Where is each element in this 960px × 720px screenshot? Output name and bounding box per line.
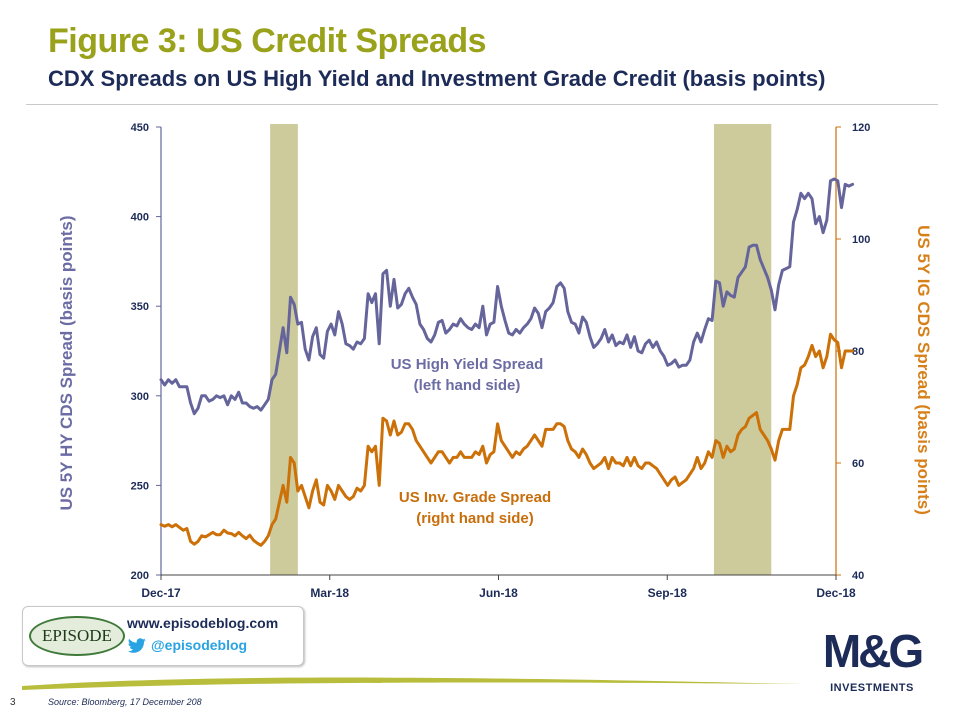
shaded-period-1 xyxy=(270,124,298,575)
ig-annotation-line2: (right hand side) xyxy=(416,510,534,527)
left-axis-label: US 5Y HY CDS Spread (basis points) xyxy=(57,215,76,510)
mg-investments-logo: M&G INVESTMENTS xyxy=(810,625,934,700)
x-tick-label: Jun-18 xyxy=(479,586,518,600)
ig-spread-line xyxy=(159,332,855,547)
episode-logo-text: EPISODE xyxy=(42,626,112,645)
right-tick-label: 60 xyxy=(852,458,864,470)
left-tick-label: 350 xyxy=(131,301,149,313)
right-tick-label: 120 xyxy=(852,122,870,134)
hy-annotation-line2: (left hand side) xyxy=(414,377,521,394)
x-tick-label: Dec-17 xyxy=(141,586,181,600)
twitter-handle-link[interactable]: @episodeblog xyxy=(151,637,248,653)
left-tick-label: 200 xyxy=(131,570,149,582)
right-tick-label: 40 xyxy=(852,570,864,582)
source-note: Source: Bloomberg, 17 December 208 xyxy=(48,697,202,707)
decorative-swoosh xyxy=(22,677,802,690)
left-tick-label: 450 xyxy=(131,122,149,134)
right-tick-label: 100 xyxy=(852,234,870,246)
ig-annotation-line1: US Inv. Grade Spread xyxy=(399,489,551,506)
twitter-bird-icon xyxy=(127,638,146,653)
episode-logo: EPISODE xyxy=(29,616,125,656)
page-title: Figure 3: US Credit Spreads xyxy=(48,22,487,60)
x-tick-label: Mar-18 xyxy=(310,586,349,600)
credit-spreads-chart: 200 250 300 350 400 450 40 60 80 100 120 Dec-17 Mar-… xyxy=(57,122,933,600)
hy-annotation-line1: US High Yield Spread xyxy=(391,356,544,373)
header-divider xyxy=(26,104,938,105)
mg-logo-subtext: INVESTMENTS xyxy=(830,682,914,694)
right-tick-label: 80 xyxy=(852,346,864,358)
page-number: 3 xyxy=(10,697,16,708)
shaded-period-2 xyxy=(713,124,772,575)
mg-logo-text: M&G xyxy=(822,625,924,677)
page-subtitle: CDX Spreads on US High Yield and Investm… xyxy=(48,66,826,91)
x-tick-label: Dec-18 xyxy=(816,586,856,600)
x-tick-label: Sep-18 xyxy=(648,586,688,600)
left-tick-label: 400 xyxy=(131,212,149,224)
episode-badge[interactable]: EPISODE www.episodeblog.com @episodeblog xyxy=(22,606,304,666)
blog-url-link[interactable]: www.episodeblog.com xyxy=(127,615,279,631)
left-tick-label: 300 xyxy=(131,391,149,403)
left-tick-label: 250 xyxy=(131,480,149,492)
hy-spread-line xyxy=(159,177,855,416)
right-axis-label: US 5Y IG CDS Spread (basis points) xyxy=(914,225,933,515)
